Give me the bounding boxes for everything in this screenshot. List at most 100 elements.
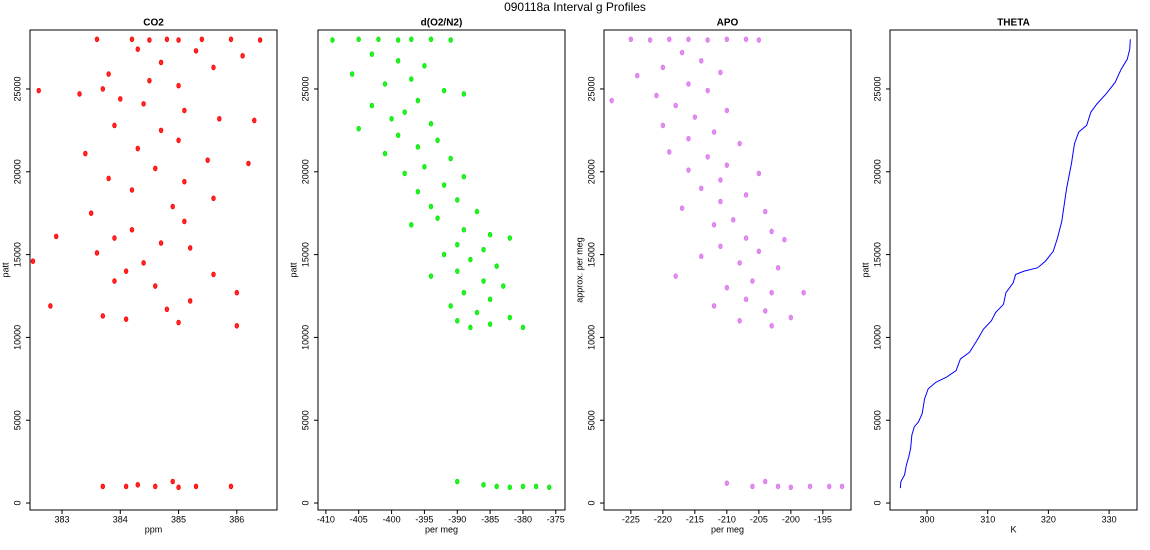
data-point — [718, 243, 723, 250]
data-point — [211, 271, 216, 278]
data-point — [737, 140, 742, 147]
data-point — [654, 92, 659, 99]
data-point — [234, 289, 240, 296]
data-point — [170, 478, 175, 485]
data-point — [756, 248, 762, 255]
data-point — [94, 250, 100, 256]
panel-title: CO2 — [143, 18, 164, 29]
data-point — [724, 284, 730, 291]
x-tick-label: -200 — [782, 514, 800, 524]
data-point — [494, 263, 499, 269]
y-tick-label: 25000 — [872, 76, 882, 101]
data-point — [188, 298, 193, 304]
data-point — [252, 117, 257, 124]
data-point — [193, 48, 199, 54]
data-point — [487, 296, 493, 303]
data-point — [441, 87, 447, 94]
panel-title: APO — [717, 18, 739, 29]
data-point — [455, 197, 460, 203]
data-point — [402, 109, 407, 115]
data-point — [141, 260, 146, 266]
data-point — [349, 71, 355, 77]
y-tick-label: 10000 — [12, 325, 22, 350]
data-point — [246, 160, 251, 167]
data-point — [448, 303, 453, 309]
data-point — [507, 314, 513, 321]
data-point — [182, 218, 187, 225]
data-point — [106, 175, 111, 182]
data-point — [763, 208, 768, 215]
y-tick-label: 0 — [300, 501, 310, 506]
data-point — [705, 37, 710, 43]
data-point — [112, 122, 117, 129]
data-point — [176, 137, 181, 144]
data-point — [170, 203, 175, 210]
data-point — [718, 69, 723, 76]
data-point — [547, 484, 552, 491]
y-tick-label: 5000 — [586, 410, 596, 430]
data-point — [415, 97, 421, 104]
data-point — [507, 235, 513, 241]
data-point — [409, 76, 414, 82]
data-point — [422, 62, 427, 69]
y-tick-label: 5000 — [872, 410, 882, 430]
data-point — [769, 323, 774, 329]
data-point — [609, 97, 614, 104]
data-point — [356, 125, 361, 132]
data-point — [788, 484, 794, 491]
data-point — [737, 260, 742, 266]
data-point — [211, 195, 216, 202]
data-point — [769, 228, 774, 235]
data-point — [158, 59, 164, 66]
data-point — [461, 173, 467, 180]
data-point — [435, 215, 440, 221]
data-point — [228, 36, 234, 43]
data-point — [501, 283, 506, 289]
x-tick-label: -405 — [350, 514, 368, 524]
data-point — [775, 483, 781, 490]
x-tick-label: -195 — [814, 514, 832, 524]
x-tick-label: 320 — [1041, 514, 1056, 524]
data-point — [724, 162, 730, 168]
data-point — [750, 278, 755, 284]
data-point — [135, 46, 140, 53]
x-axis-label: per meg — [425, 524, 458, 534]
data-point — [395, 132, 401, 139]
data-point — [807, 483, 813, 490]
plot-frame — [603, 29, 852, 511]
data-point — [176, 82, 181, 89]
data-point — [428, 36, 434, 43]
data-point — [743, 235, 749, 241]
data-point — [153, 483, 158, 490]
x-tick-label: -375 — [547, 514, 565, 524]
data-point — [487, 321, 493, 327]
data-point — [660, 64, 666, 71]
data-point — [686, 36, 691, 43]
data-point — [679, 49, 685, 56]
data-point — [129, 226, 135, 233]
data-point — [699, 253, 704, 260]
data-point — [112, 235, 117, 241]
y-tick-label: 20000 — [872, 159, 882, 184]
data-point — [743, 192, 749, 198]
data-point — [54, 233, 59, 240]
data-point — [660, 122, 666, 129]
x-tick-label: -210 — [718, 514, 736, 524]
data-point — [395, 37, 401, 43]
data-point — [705, 87, 710, 94]
data-point — [468, 256, 473, 263]
data-point — [750, 483, 755, 490]
data-point — [217, 115, 222, 122]
data-point — [673, 102, 678, 109]
x-axis-label: K — [1010, 524, 1016, 534]
data-point — [435, 137, 440, 144]
data-point — [106, 71, 111, 77]
data-point — [711, 303, 717, 309]
y-tick-label: 15000 — [872, 242, 882, 267]
data-point — [402, 170, 407, 177]
data-point — [743, 296, 749, 303]
x-tick-label: -400 — [383, 514, 401, 524]
data-point — [100, 483, 106, 490]
x-tick-label: -225 — [622, 514, 640, 524]
data-point — [100, 313, 106, 319]
